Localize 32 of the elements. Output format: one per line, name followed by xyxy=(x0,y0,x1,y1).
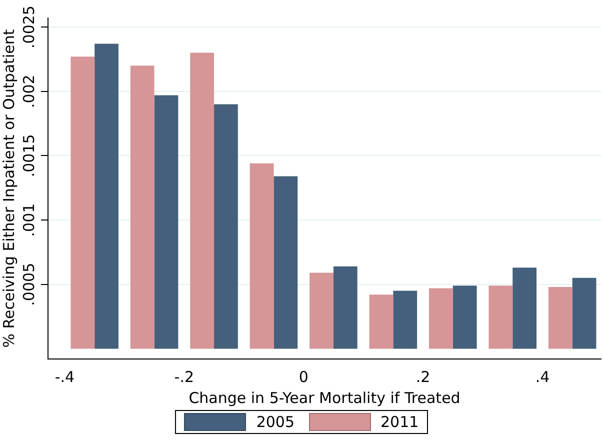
x-tick-label: .4 xyxy=(535,368,550,386)
x-tick-label: -.2 xyxy=(174,368,194,386)
bar xyxy=(274,176,298,349)
y-tick-label: .001 xyxy=(20,203,38,237)
bar xyxy=(488,286,513,349)
y-axis-title: % Receiving Either Inpatient or Outpatient xyxy=(0,29,18,348)
y-tick-label: .002 xyxy=(20,74,38,108)
y-tick-label: .0015 xyxy=(20,134,38,178)
x-axis-title: Change in 5-Year Mortality if Treated xyxy=(188,388,460,407)
bar xyxy=(369,294,394,349)
legend-label: 2011 xyxy=(380,413,419,431)
bar xyxy=(429,288,453,349)
bar xyxy=(452,286,477,349)
bar xyxy=(214,104,238,349)
x-tick-label: .2 xyxy=(416,368,430,386)
x-tick-label: 0 xyxy=(298,368,308,386)
bar xyxy=(190,52,214,349)
bar xyxy=(512,268,537,349)
bar xyxy=(333,266,358,349)
bar xyxy=(154,95,178,349)
bar xyxy=(310,272,334,349)
bar xyxy=(572,278,596,349)
bar xyxy=(548,286,572,349)
bar xyxy=(250,163,274,349)
bar xyxy=(94,44,118,349)
bar xyxy=(70,56,95,349)
bar xyxy=(393,290,418,349)
legend-label: 2005 xyxy=(256,413,294,431)
y-tick-label: .0025 xyxy=(20,6,38,48)
bar xyxy=(130,66,154,349)
x-tick-label: -.4 xyxy=(54,368,75,386)
y-tick-label: .0005 xyxy=(20,262,38,306)
